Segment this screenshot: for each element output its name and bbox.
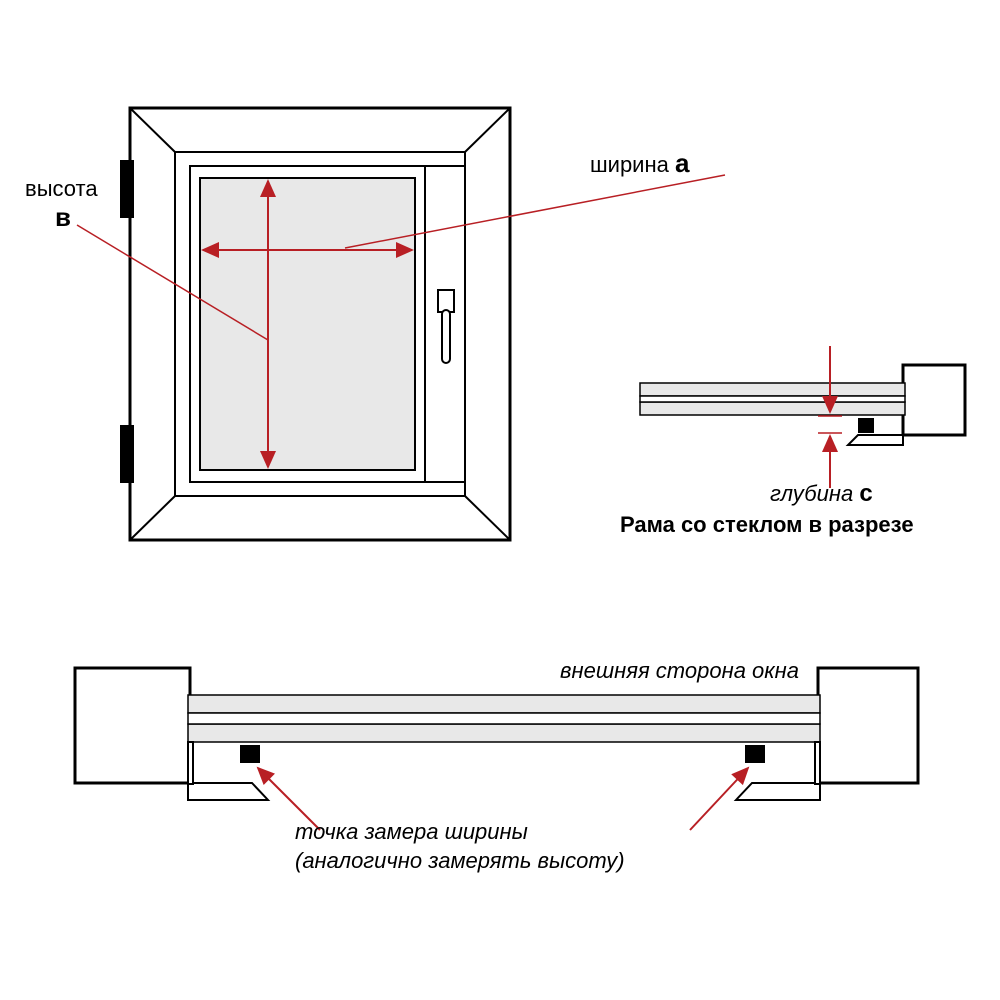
depth-label: глубина с bbox=[770, 480, 873, 508]
outer-side-label: внешняя сторона окна bbox=[560, 658, 799, 684]
height-label: высота в bbox=[25, 176, 98, 233]
section-full bbox=[75, 668, 918, 830]
section-title: Рама со стеклом в разрезе bbox=[620, 512, 914, 538]
section-cross bbox=[640, 346, 965, 488]
width-label: ширина а bbox=[590, 148, 689, 179]
measure-point-label: точка замера ширины (аналогично замерять… bbox=[295, 818, 625, 875]
